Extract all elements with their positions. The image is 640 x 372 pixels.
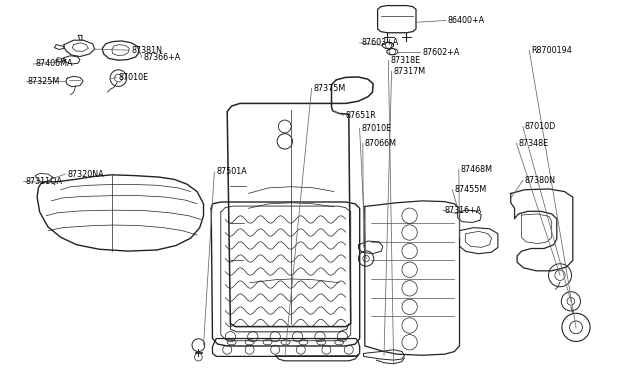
Text: 87010E: 87010E <box>362 124 392 133</box>
Text: 87311QA: 87311QA <box>26 177 63 186</box>
Text: 87455M: 87455M <box>454 185 486 194</box>
Text: 87603+A: 87603+A <box>362 38 399 47</box>
Text: 87501A: 87501A <box>216 167 247 176</box>
Text: 86400+A: 86400+A <box>448 16 485 25</box>
Text: 87317M: 87317M <box>394 67 426 76</box>
Text: 87066M: 87066M <box>365 139 397 148</box>
Text: R8700194: R8700194 <box>531 46 572 55</box>
Text: 87348E: 87348E <box>518 139 548 148</box>
Text: 87651R: 87651R <box>346 111 376 120</box>
Text: 87380N: 87380N <box>525 176 556 185</box>
Text: 87010E: 87010E <box>118 73 148 82</box>
Text: 87366+A: 87366+A <box>144 53 181 62</box>
Text: 87375M: 87375M <box>314 84 346 93</box>
Text: 87381N: 87381N <box>131 46 162 55</box>
Text: 87468M: 87468M <box>461 165 493 174</box>
Text: 87010D: 87010D <box>525 122 556 131</box>
Text: 87316+A: 87316+A <box>445 206 482 215</box>
Text: 87325M: 87325M <box>28 77 60 86</box>
Text: 87318E: 87318E <box>390 56 420 65</box>
Text: 87602+A: 87602+A <box>422 48 460 57</box>
Text: 87406MA: 87406MA <box>35 60 73 68</box>
Text: 87320NA: 87320NA <box>67 170 104 179</box>
